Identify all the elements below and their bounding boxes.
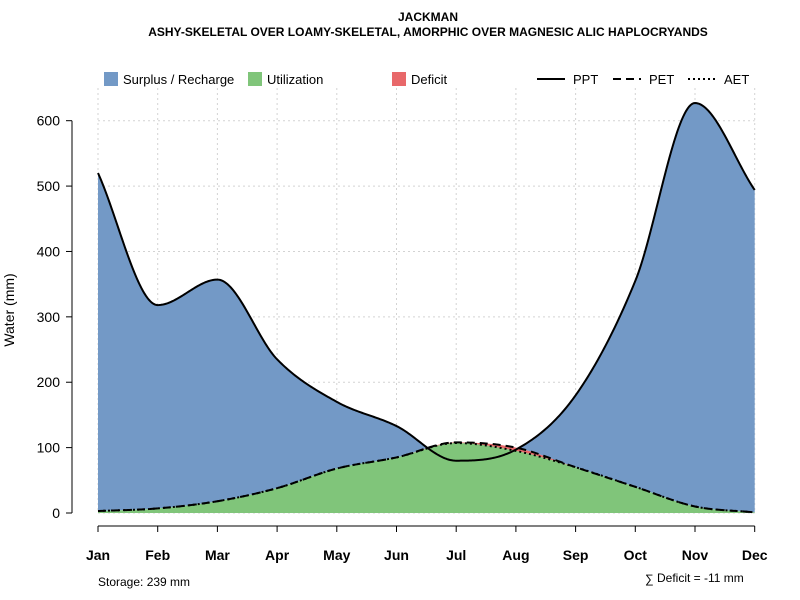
y-tick-label: 300 bbox=[37, 309, 61, 325]
utilization-area bbox=[98, 443, 755, 513]
y-tick-label: 0 bbox=[52, 505, 60, 521]
series-line-pet bbox=[97, 441, 755, 514]
legend-label-aet: AET bbox=[724, 72, 749, 87]
legend-label-utilization: Utilization bbox=[267, 72, 323, 87]
chart-subtitle: ASHY-SKELETAL OVER LOAMY-SKELETAL, AMORP… bbox=[148, 25, 708, 39]
deficit-area bbox=[397, 442, 575, 467]
y-tick-label: 200 bbox=[37, 374, 61, 390]
x-tick-label: Jun bbox=[384, 547, 409, 563]
plot-area: 0 100 200 300 400 500 600 Jan Feb Mar Apr May Jun Jul… bbox=[37, 88, 768, 563]
x-tick-label: Aug bbox=[502, 547, 529, 563]
y-tick-label: 600 bbox=[37, 113, 61, 129]
y-tick-label: 500 bbox=[37, 178, 61, 194]
deficit-sum-icon: ∑ bbox=[645, 572, 654, 586]
x-tick-label: Jan bbox=[86, 547, 110, 563]
x-tick-label: Jul bbox=[446, 547, 466, 563]
legend: Surplus / Recharge Utilization Deficit P… bbox=[104, 72, 749, 87]
surplus-area bbox=[518, 103, 755, 513]
surplus-area bbox=[98, 173, 427, 512]
legend-label-pet: PET bbox=[649, 72, 674, 87]
y-tick-label: 100 bbox=[37, 440, 61, 456]
chart-title: JACKMAN bbox=[398, 10, 458, 24]
x-tick-label: Dec bbox=[742, 547, 768, 563]
legend-label-surplus: Surplus / Recharge bbox=[123, 72, 234, 87]
y-axis-label: Water (mm) bbox=[1, 273, 17, 346]
x-tick-label: Nov bbox=[682, 547, 709, 563]
deficit-annotation: Deficit = -11 mm bbox=[657, 571, 744, 585]
x-tick-label: Feb bbox=[145, 547, 170, 563]
legend-label-deficit: Deficit bbox=[411, 72, 448, 87]
x-tick-label: Sep bbox=[563, 547, 589, 563]
storage-annotation: Storage: 239 mm bbox=[98, 575, 190, 589]
legend-swatch-surplus bbox=[104, 72, 118, 86]
legend-swatch-utilization bbox=[248, 72, 262, 86]
y-tick-label: 400 bbox=[37, 243, 61, 259]
x-tick-label: Mar bbox=[205, 547, 230, 563]
legend-label-ppt: PPT bbox=[573, 72, 598, 87]
legend-swatch-deficit bbox=[392, 72, 406, 86]
x-tick-label: Apr bbox=[265, 547, 290, 563]
series-line-ppt bbox=[97, 102, 756, 462]
x-tick-label: Oct bbox=[624, 547, 648, 563]
x-tick-label: May bbox=[323, 547, 350, 563]
